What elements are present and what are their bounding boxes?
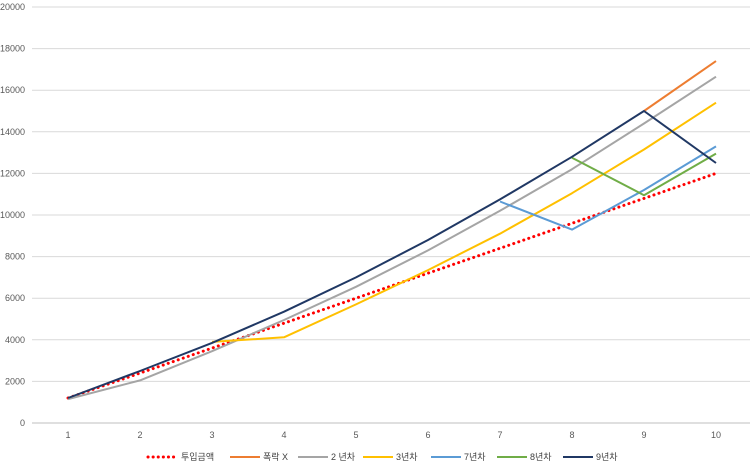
legend-label: 2 년차: [331, 451, 356, 462]
x-tick-label: 10: [711, 430, 721, 440]
legend-item: 7년차: [431, 451, 486, 462]
series-1: [66, 171, 718, 400]
series-line: [499, 145, 717, 231]
y-tick-label: 10000: [0, 210, 25, 220]
y-tick-label: 6000: [5, 293, 25, 303]
legend-label: 8년차: [530, 451, 552, 462]
series-line: [211, 101, 717, 343]
y-tick-label: 4000: [5, 335, 25, 345]
y-tick-label: 14000: [0, 127, 25, 137]
series-line: [643, 60, 717, 112]
y-tick-label: 20000: [0, 2, 25, 12]
x-tick-label: 6: [425, 430, 430, 440]
series-6: [571, 152, 717, 197]
legend-label: 폭락 X: [263, 451, 288, 462]
series-5: [499, 145, 717, 231]
legend-item: 투입금액: [146, 451, 214, 462]
x-tick-label: 3: [209, 430, 214, 440]
series-line: [571, 152, 717, 197]
y-tick-label: 12000: [0, 168, 25, 178]
legend-label: 7년차: [464, 451, 486, 462]
y-tick-label: 18000: [0, 44, 25, 54]
series-7: [67, 110, 717, 399]
series-line: [66, 171, 718, 400]
series-3: [67, 75, 717, 401]
legend-item: 2 년차: [298, 451, 356, 462]
x-tick-label: 9: [641, 430, 646, 440]
y-tick-label: 0: [20, 418, 25, 428]
series-4: [211, 101, 717, 343]
x-tick-label: 2: [137, 430, 142, 440]
legend-label: 9년차: [596, 451, 618, 462]
series-line: [67, 75, 717, 401]
legend-item: 3년차: [363, 451, 418, 462]
y-tick-label: 16000: [0, 85, 25, 95]
legend-item: 8년차: [497, 451, 552, 462]
series-line: [67, 110, 717, 399]
series-2: [643, 60, 717, 112]
x-tick-label: 4: [281, 430, 286, 440]
legend-item: 폭락 X: [230, 451, 288, 462]
y-tick-label: 2000: [5, 376, 25, 386]
y-tick-label: 8000: [5, 252, 25, 262]
x-tick-label: 8: [569, 430, 574, 440]
x-tick-label: 1: [65, 430, 70, 440]
x-tick-label: 5: [353, 430, 358, 440]
legend-item: 9년차: [563, 451, 618, 462]
legend-label: 투입금액: [181, 451, 214, 462]
x-tick-label: 7: [497, 430, 502, 440]
legend-label: 3년차: [396, 451, 418, 462]
